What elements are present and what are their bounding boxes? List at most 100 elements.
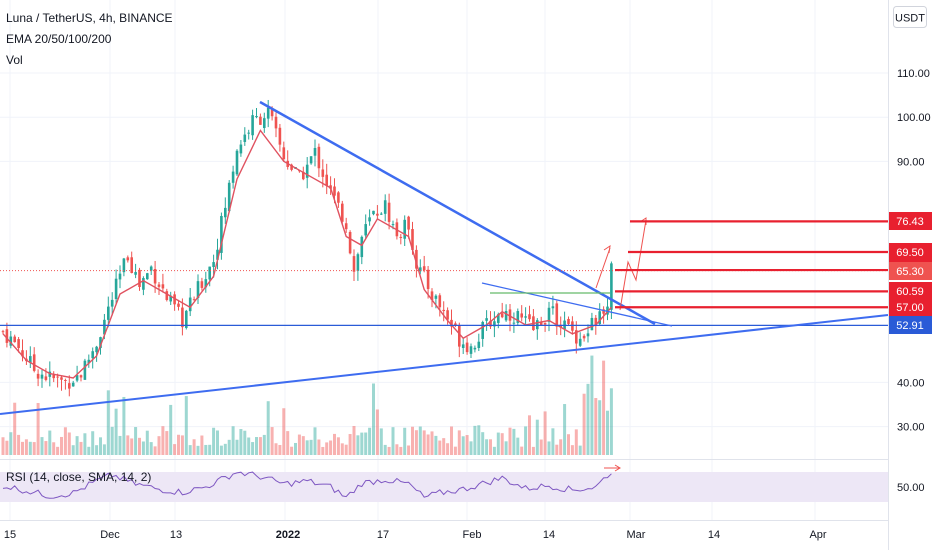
- candle: [321, 169, 325, 177]
- candle: [290, 164, 293, 170]
- candle: [458, 325, 461, 347]
- candle: [64, 379, 67, 381]
- candle: [200, 281, 204, 288]
- volume-bar: [231, 426, 235, 455]
- rsi-band: [0, 472, 888, 502]
- candle: [446, 310, 449, 320]
- candle: [83, 360, 87, 380]
- candle: [387, 202, 391, 222]
- candle: [543, 322, 547, 325]
- candle: [169, 295, 172, 302]
- candle: [266, 107, 270, 119]
- volume-bar: [157, 436, 161, 455]
- candle: [270, 109, 274, 117]
- descending-trendline[interactable]: [259, 100, 656, 326]
- candle: [426, 269, 430, 290]
- volume-bar: [71, 445, 75, 455]
- volume-bar: [559, 439, 563, 455]
- candle: [71, 382, 75, 387]
- price-axis[interactable]: 110.00 100.00 90.00 40.00 30.00 50.00: [897, 68, 931, 494]
- candle: [419, 267, 422, 272]
- candle: [610, 263, 613, 310]
- volume-bar: [5, 440, 9, 455]
- price-tick-label: 110.00: [897, 68, 930, 80]
- candle: [247, 132, 250, 134]
- volume-bar: [372, 383, 375, 455]
- time-tick-label: 14: [708, 529, 720, 541]
- volume-bar: [208, 444, 212, 455]
- candle: [13, 336, 16, 343]
- volume-bar: [492, 446, 496, 455]
- candle: [528, 314, 531, 320]
- candle: [52, 374, 55, 379]
- time-tick-label: Feb: [463, 529, 482, 541]
- candle: [95, 346, 98, 353]
- inner-trendline[interactable]: [481, 282, 673, 327]
- candle: [146, 273, 149, 280]
- candle: [504, 311, 508, 321]
- candle: [571, 321, 574, 331]
- volume-bar: [500, 433, 504, 455]
- candle: [313, 147, 317, 156]
- candle: [134, 272, 137, 275]
- candle: [274, 116, 278, 129]
- projection-arrow[interactable]: [595, 247, 611, 289]
- candle: [282, 147, 286, 160]
- target-levels[interactable]: [615, 220, 888, 309]
- candle: [17, 339, 20, 349]
- volume-bar: [255, 437, 258, 455]
- volume-bar: [173, 444, 177, 455]
- volume-bar: [340, 443, 344, 455]
- volume-bars: [1, 355, 613, 455]
- volume-bar: [457, 430, 461, 455]
- volume-bar: [138, 437, 141, 455]
- volume-bar: [32, 442, 36, 455]
- volume-bar: [426, 434, 430, 455]
- volume-bar: [282, 408, 286, 455]
- volume-bar: [399, 446, 403, 455]
- rsi-legend[interactable]: RSI (14, close, SMA, 14, 2): [6, 470, 151, 484]
- volume-bar: [243, 430, 247, 455]
- currency-button[interactable]: USDT: [893, 6, 927, 28]
- volume-bar: [305, 440, 309, 455]
- candle: [438, 295, 442, 308]
- volume-bar: [547, 441, 551, 455]
- candle: [107, 306, 110, 320]
- volume-bar: [192, 439, 196, 455]
- volume-bar: [309, 439, 313, 455]
- candle: [91, 351, 94, 359]
- rsi-line: [2, 471, 612, 499]
- candle: [450, 319, 453, 327]
- candle: [36, 373, 40, 379]
- volume-bar: [301, 436, 305, 455]
- volume-bar: [67, 432, 71, 455]
- candle: [68, 383, 71, 389]
- candle: [407, 216, 410, 230]
- target-level-badge: [889, 298, 932, 316]
- indicator-legend[interactable]: EMA 20/50/100/200: [6, 32, 112, 46]
- volume-bar: [469, 441, 473, 455]
- ascending-trendline[interactable]: [0, 314, 889, 415]
- volume-bar: [375, 409, 379, 455]
- candle: [305, 164, 309, 178]
- volume-bar: [126, 435, 130, 455]
- time-tick-label: 17: [377, 529, 389, 541]
- volume-bar: [329, 440, 333, 455]
- candle: [192, 299, 196, 301]
- volume-bar: [520, 446, 524, 455]
- volume-bar: [364, 432, 368, 455]
- volume-bar: [223, 443, 227, 455]
- time-axis[interactable]: 15 Dec 13 2022 17 Feb 14 Mar 14 Apr: [4, 529, 827, 541]
- volume-bar: [609, 388, 613, 455]
- target-level-badge: [889, 243, 932, 261]
- volume-bar: [446, 443, 450, 455]
- candle: [220, 215, 223, 253]
- candle: [329, 185, 332, 189]
- price-tick-label: 30.00: [897, 422, 925, 434]
- volume-bar: [141, 441, 145, 455]
- candle: [114, 278, 118, 300]
- volume-bar: [169, 404, 173, 455]
- candle: [173, 294, 176, 305]
- volume-legend[interactable]: Vol: [6, 53, 23, 67]
